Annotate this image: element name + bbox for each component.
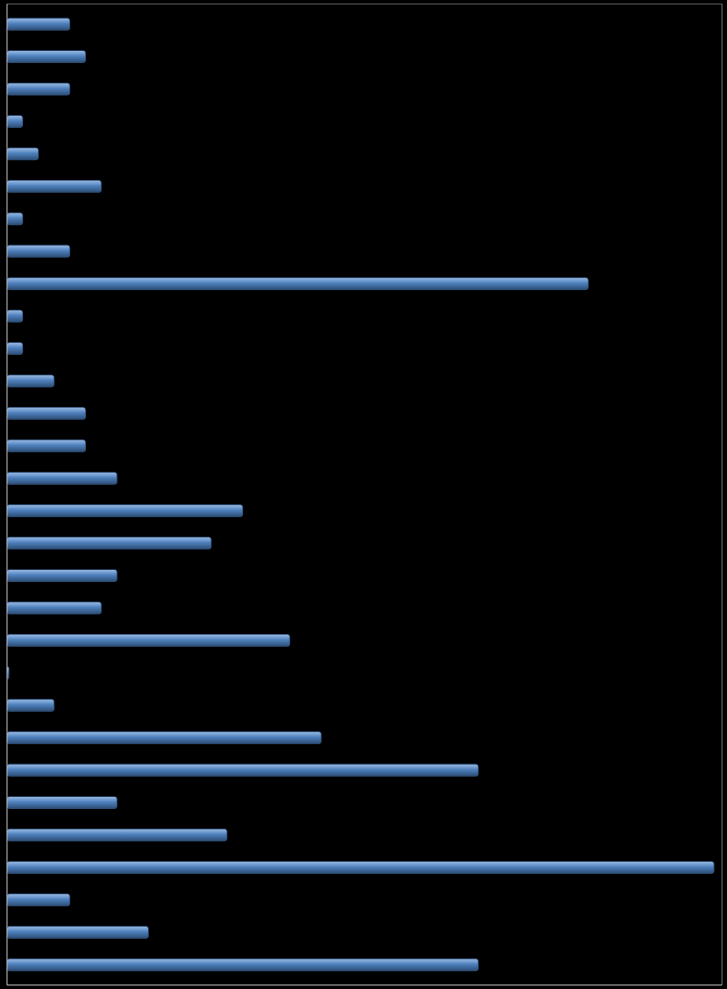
- bar-16: [6, 504, 244, 518]
- bar-1: [6, 17, 71, 31]
- bar-8: [6, 244, 71, 258]
- bar-24: [6, 763, 479, 777]
- bar-15: [6, 471, 118, 485]
- bar-23: [6, 731, 322, 745]
- bar-3: [6, 82, 71, 96]
- bar-6: [6, 179, 102, 193]
- bar-5: [6, 147, 39, 161]
- bar-9: [6, 277, 589, 291]
- bar-7: [6, 212, 24, 226]
- bar-series: [6, 17, 715, 972]
- bar-14: [6, 439, 86, 453]
- bar-30: [6, 958, 479, 972]
- bar-18: [6, 569, 118, 582]
- bar-17: [6, 536, 212, 550]
- bar-26: [6, 828, 228, 842]
- bar-11: [6, 342, 24, 355]
- bar-19: [6, 601, 102, 615]
- bar-25: [6, 796, 118, 809]
- bar-29: [6, 925, 149, 939]
- bar-4: [6, 115, 24, 128]
- bar-10: [6, 309, 24, 323]
- bar-12: [6, 374, 55, 388]
- bar-13: [6, 406, 86, 420]
- bar-27: [6, 861, 715, 874]
- bar-2: [6, 50, 86, 63]
- bar-20: [6, 634, 291, 647]
- bar-28: [6, 893, 71, 907]
- bar-22: [6, 698, 55, 712]
